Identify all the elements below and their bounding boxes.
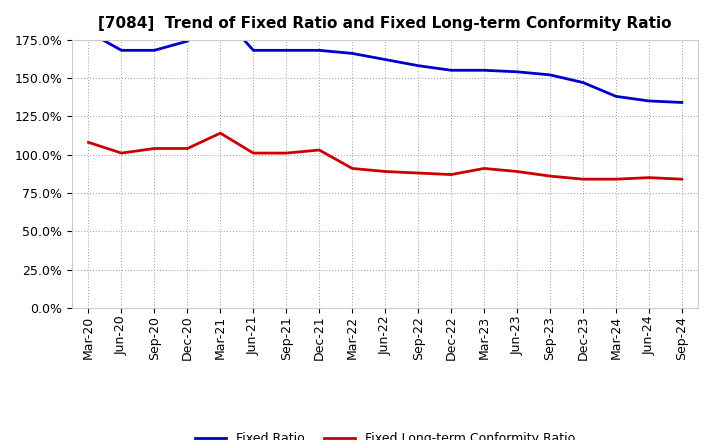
Fixed Ratio bbox=[216, 11, 225, 16]
Fixed Ratio bbox=[282, 48, 291, 53]
Fixed Long-term Conformity Ratio bbox=[183, 146, 192, 151]
Fixed Long-term Conformity Ratio bbox=[678, 176, 686, 182]
Fixed Ratio bbox=[348, 51, 356, 56]
Line: Fixed Long-term Conformity Ratio: Fixed Long-term Conformity Ratio bbox=[89, 133, 682, 179]
Fixed Long-term Conformity Ratio bbox=[612, 176, 621, 182]
Fixed Long-term Conformity Ratio bbox=[84, 140, 93, 145]
Fixed Long-term Conformity Ratio bbox=[546, 173, 554, 179]
Fixed Ratio bbox=[612, 94, 621, 99]
Fixed Long-term Conformity Ratio bbox=[414, 170, 423, 176]
Line: Fixed Ratio: Fixed Ratio bbox=[89, 14, 682, 103]
Fixed Long-term Conformity Ratio bbox=[644, 175, 653, 180]
Fixed Long-term Conformity Ratio bbox=[447, 172, 456, 177]
Fixed Ratio bbox=[249, 48, 258, 53]
Fixed Long-term Conformity Ratio bbox=[381, 169, 390, 174]
Legend: Fixed Ratio, Fixed Long-term Conformity Ratio: Fixed Ratio, Fixed Long-term Conformity … bbox=[190, 427, 580, 440]
Fixed Long-term Conformity Ratio bbox=[282, 150, 291, 156]
Fixed Ratio bbox=[150, 48, 158, 53]
Fixed Ratio bbox=[315, 48, 323, 53]
Fixed Long-term Conformity Ratio bbox=[348, 166, 356, 171]
Fixed Ratio bbox=[414, 63, 423, 68]
Fixed Ratio bbox=[183, 38, 192, 44]
Title: [7084]  Trend of Fixed Ratio and Fixed Long-term Conformity Ratio: [7084] Trend of Fixed Ratio and Fixed Lo… bbox=[99, 16, 672, 32]
Fixed Ratio bbox=[579, 80, 588, 85]
Fixed Long-term Conformity Ratio bbox=[150, 146, 158, 151]
Fixed Ratio bbox=[381, 57, 390, 62]
Fixed Long-term Conformity Ratio bbox=[579, 176, 588, 182]
Fixed Long-term Conformity Ratio bbox=[216, 131, 225, 136]
Fixed Long-term Conformity Ratio bbox=[513, 169, 521, 174]
Fixed Long-term Conformity Ratio bbox=[117, 150, 126, 156]
Fixed Ratio bbox=[447, 68, 456, 73]
Fixed Ratio bbox=[513, 69, 521, 74]
Fixed Ratio bbox=[84, 29, 93, 35]
Fixed Ratio bbox=[117, 48, 126, 53]
Fixed Long-term Conformity Ratio bbox=[249, 150, 258, 156]
Fixed Ratio bbox=[480, 68, 488, 73]
Fixed Ratio bbox=[546, 72, 554, 77]
Fixed Long-term Conformity Ratio bbox=[480, 166, 488, 171]
Fixed Ratio bbox=[644, 98, 653, 103]
Fixed Ratio bbox=[678, 100, 686, 105]
Fixed Long-term Conformity Ratio bbox=[315, 147, 323, 153]
